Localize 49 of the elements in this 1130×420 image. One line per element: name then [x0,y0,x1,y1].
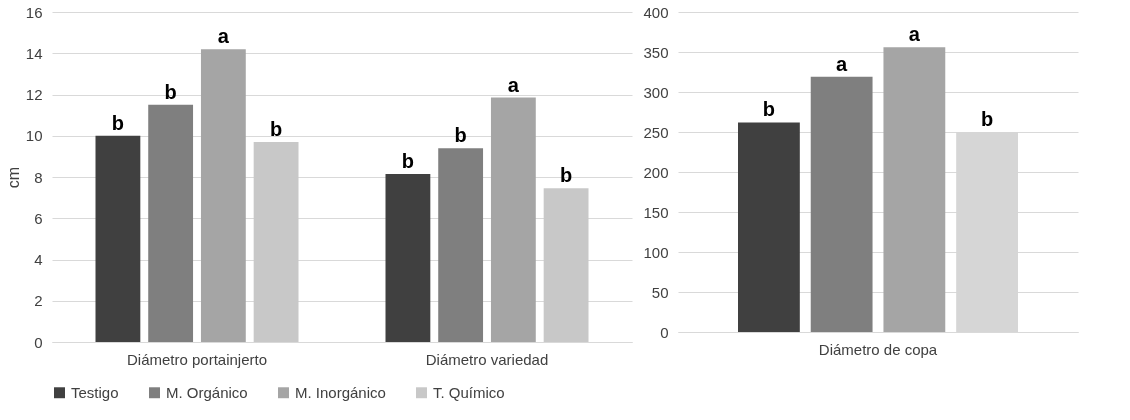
x-tick-label: Diámetro de copa [818,340,938,358]
data-label: b [111,111,125,134]
x-tick-label: Diámetro portainjerto [126,350,268,368]
data-label: b [164,80,177,103]
y-tick-label: 0 [34,333,43,351]
bar [95,135,141,342]
x-tick-label: Diámetro variedad [425,350,549,368]
bar [810,76,873,332]
y-tick-label: 4 [34,251,43,268]
y-tick-label: 100 [643,243,669,261]
bar [883,47,946,332]
bar [490,97,536,342]
y-tick-label: 12 [25,86,43,103]
y-tick-label: 16 [25,3,43,21]
data-label: a [908,23,921,46]
y-tick-label: 0 [660,323,669,341]
y-tick-label: 250 [643,123,669,141]
data-label: a [217,25,230,48]
legend-label: M. Orgánico [166,383,248,401]
y-tick-label: 8 [34,168,43,186]
y-tick-label: 50 [651,283,669,301]
legend-label: Testigo [71,383,119,401]
y-tick-label: 10 [25,127,43,145]
data-label: b [401,149,415,172]
legend-label: M. Inorgánico [295,383,386,401]
bar [200,49,246,342]
y-tick-label: 150 [643,203,669,221]
data-label: b [980,108,994,130]
y-tick-label: 14 [25,44,43,62]
bar [438,148,484,342]
data-label: b [454,124,467,147]
data-label: a [836,52,849,75]
legend-label: T. Químico [433,383,505,401]
data-label: a [507,73,520,96]
data-label: b [762,98,776,121]
bar [148,104,194,342]
data-label: b [269,117,283,140]
y-axis-title: cm [4,166,22,189]
y-tick-label: 2 [34,292,43,310]
y-tick-label: 200 [643,163,669,181]
bar [253,141,299,342]
y-tick-label: 6 [34,209,43,227]
bar [543,188,589,342]
y-tick-label: 400 [643,3,669,21]
y-tick-label: 300 [643,83,669,101]
bar [385,173,431,342]
data-label: b [559,164,573,187]
y-tick-label: 350 [643,43,669,61]
bar [738,122,800,332]
